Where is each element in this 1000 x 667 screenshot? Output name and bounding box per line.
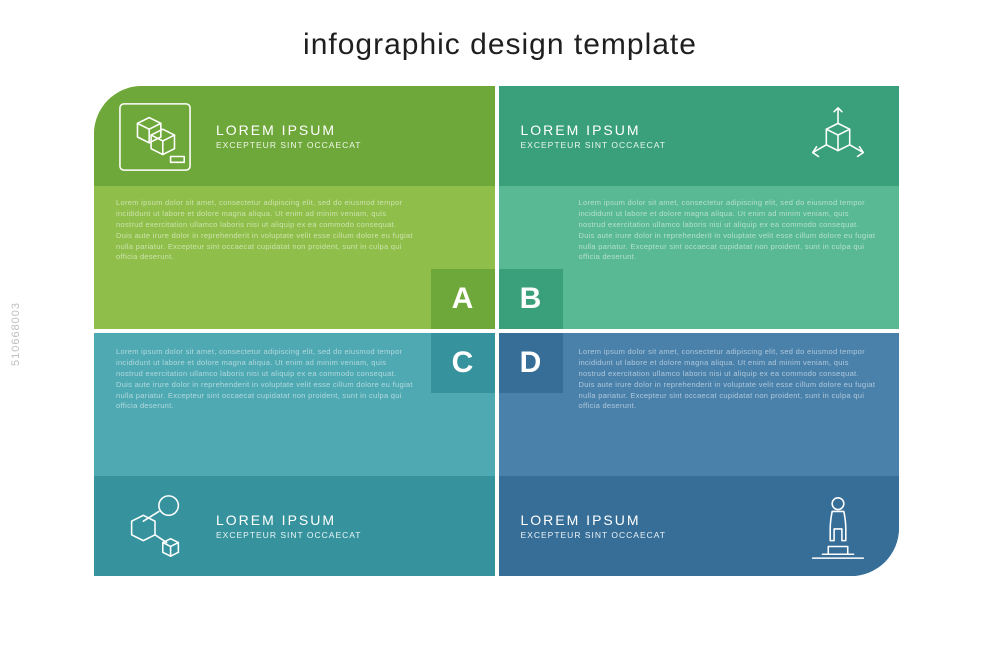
figure-pedestal-icon [799, 490, 877, 564]
panel-a-heading: LOREM IPSUM [216, 122, 361, 138]
cube-axes-icon [799, 100, 877, 174]
panel-b-body: Lorem ipsum dolor sit amet, consectetur … [579, 198, 878, 263]
boxes-frame-icon [116, 100, 194, 174]
panel-a-letter: A [431, 269, 495, 329]
panel-b-subheading: EXCEPTEUR SINT OCCAECAT [521, 140, 666, 150]
panel-a: LOREM IPSUM EXCEPTEUR SINT OCCAECAT Lore… [94, 86, 495, 329]
panel-c-subheading: EXCEPTEUR SINT OCCAECAT [216, 530, 361, 540]
watermark-id: 510668003 [10, 301, 22, 365]
panel-d-heading: LOREM IPSUM [521, 512, 666, 528]
panel-b-header-strip: LOREM IPSUM EXCEPTEUR SINT OCCAECAT [499, 86, 900, 186]
panel-d-letter: D [499, 333, 563, 393]
panel-d-footer-strip: LOREM IPSUM EXCEPTEUR SINT OCCAECAT [499, 476, 900, 576]
panel-a-body: Lorem ipsum dolor sit amet, consectetur … [116, 198, 415, 263]
panel-d-body: Lorem ipsum dolor sit amet, consectetur … [579, 347, 878, 412]
page-title: infographic design template [0, 28, 1000, 62]
panel-a-header-strip: LOREM IPSUM EXCEPTEUR SINT OCCAECAT [94, 86, 495, 186]
panel-b-heading: LOREM IPSUM [521, 122, 666, 138]
panel-c: C Lorem ipsum dolor sit amet, consectetu… [94, 333, 495, 576]
panel-a-subheading: EXCEPTEUR SINT OCCAECAT [216, 140, 361, 150]
panel-d: D Lorem ipsum dolor sit amet, consectetu… [499, 333, 900, 576]
panel-b-letter: B [499, 269, 563, 329]
panel-c-letter: C [431, 333, 495, 393]
infographic-grid: LOREM IPSUM EXCEPTEUR SINT OCCAECAT Lore… [94, 86, 899, 576]
panel-c-footer-strip: LOREM IPSUM EXCEPTEUR SINT OCCAECAT [94, 476, 495, 576]
panel-d-subheading: EXCEPTEUR SINT OCCAECAT [521, 530, 666, 540]
panel-c-heading: LOREM IPSUM [216, 512, 361, 528]
molecule-cube-icon [116, 490, 194, 564]
panel-c-body: Lorem ipsum dolor sit amet, consectetur … [116, 347, 415, 412]
panel-b: LOREM IPSUM EXCEPTEUR SINT OCCAECAT Lore… [499, 86, 900, 329]
